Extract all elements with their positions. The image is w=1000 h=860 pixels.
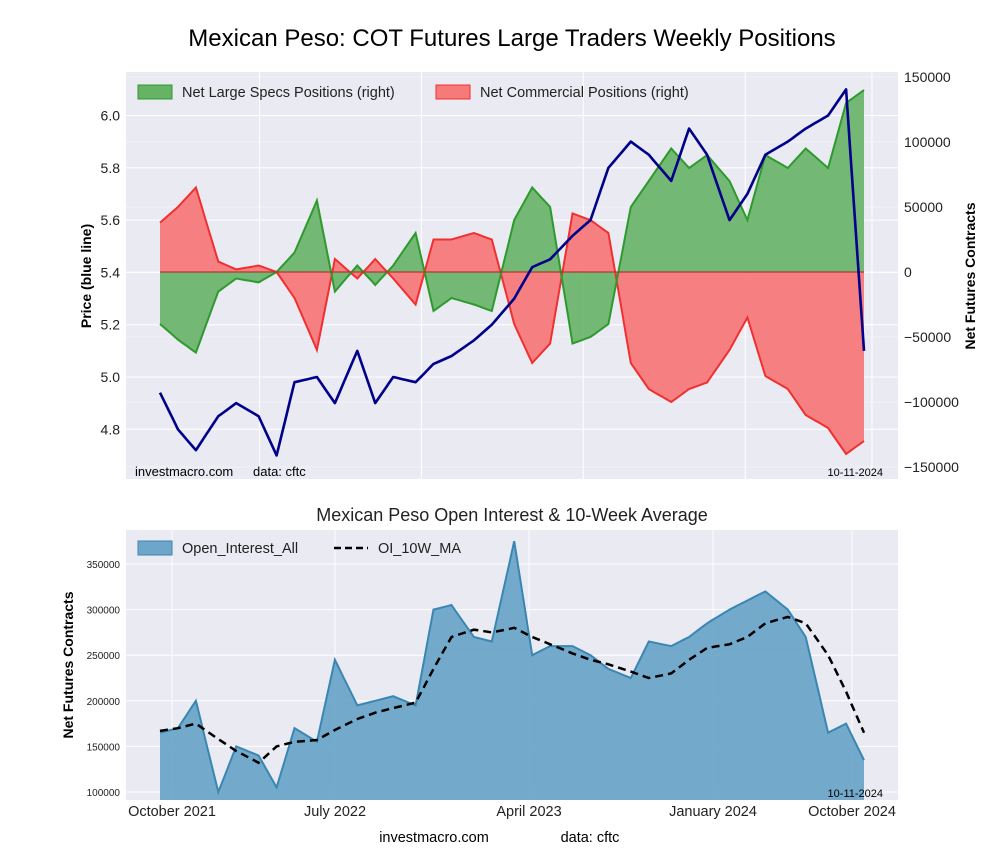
- top-date-note: 10-11-2024: [828, 467, 883, 479]
- right-tick-label: −100000: [904, 394, 959, 410]
- x-tick-label: January 2024: [669, 804, 757, 820]
- bottom-legend: Open_Interest_All OI_10W_MA: [137, 540, 461, 557]
- moving-average-group: [159, 615, 866, 765]
- bottom-tick-label: 200000: [87, 697, 121, 708]
- specs-area: [160, 90, 864, 353]
- positions-panel: 4.8 5.0 5.2 5.4 5.6 5.8 6.0 −150000 −100000 −500…: [78, 69, 978, 479]
- bottom-axis-ticks: 100000 150000 200000 250000 300000 350000: [87, 560, 121, 799]
- right-axis-ticks: −150000 −100000 −50000 0 50000 100000 150000: [904, 69, 959, 475]
- source-note: data: cftc: [253, 464, 306, 479]
- legend-swatch-commercial: [435, 84, 471, 100]
- right-tick-label: 50000: [904, 199, 943, 215]
- legend-label-open-interest: Open_Interest_All: [182, 541, 298, 557]
- moving-average-line: [159, 615, 866, 765]
- left-tick-label: 4.8: [101, 421, 121, 437]
- right-tick-label: −150000: [904, 459, 959, 475]
- bottom-title: Mexican Peso Open Interest & 10-Week Ave…: [316, 505, 708, 525]
- right-tick-label: −50000: [904, 329, 951, 345]
- legend-label-moving-average: OI_10W_MA: [378, 541, 461, 557]
- commercial-line: [159, 185, 865, 456]
- legend-label-commercial: Net Commercial Positions (right): [480, 85, 689, 101]
- x-tick-label: July 2022: [304, 804, 366, 820]
- x-tick-label: April 2023: [496, 804, 561, 820]
- right-tick-label: 100000: [904, 134, 951, 150]
- right-tick-label: 0: [904, 264, 912, 280]
- legend-label-specs: Net Large Specs Positions (right): [182, 85, 395, 101]
- open-interest-panel: Mexican Peso Open Interest & 10-Week Ave…: [60, 505, 898, 820]
- open-interest-area-group: [159, 540, 865, 800]
- specs-line: [159, 89, 865, 355]
- bottom-tick-label: 300000: [87, 606, 121, 617]
- open-interest-area: [160, 541, 864, 800]
- left-tick-label: 5.6: [101, 212, 121, 228]
- x-tick-label: October 2021: [128, 804, 216, 820]
- commercial-area: [160, 187, 864, 454]
- legend-swatch-open-interest: [137, 540, 173, 556]
- bottom-tick-label: 100000: [87, 788, 121, 799]
- top-areas: [159, 89, 865, 456]
- price-line-group: [158, 88, 866, 457]
- bottom-date-note: 10-11-2024: [828, 788, 883, 800]
- right-tick-label: 150000: [904, 69, 951, 85]
- bottom-x-ticks: October 2021 July 2022 April 2023 January 2…: [128, 804, 896, 820]
- left-tick-label: 5.0: [101, 369, 121, 385]
- left-tick-label: 5.8: [101, 160, 121, 176]
- left-axis-ticks: 4.8 5.0 5.2 5.4 5.6 5.8 6.0: [101, 108, 121, 438]
- bottom-axis-label: Net Futures Contracts: [60, 591, 76, 738]
- price-line: [158, 88, 866, 457]
- bottom-tick-label: 250000: [87, 651, 121, 662]
- bottom-tick-label: 150000: [87, 742, 121, 753]
- left-tick-label: 6.0: [101, 108, 121, 124]
- x-tick-label: October 2024: [808, 804, 896, 820]
- legend-swatch-specs: [137, 84, 173, 100]
- left-axis-label: Price (blue line): [78, 224, 94, 328]
- figure-title: Mexican Peso: COT Futures Large Traders …: [188, 25, 835, 52]
- open-interest-line: [159, 540, 865, 796]
- bottom-tick-label: 350000: [87, 560, 121, 571]
- top-legend: Net Large Specs Positions (right) Net Co…: [137, 84, 689, 101]
- footer-source: data: cftc: [561, 830, 620, 846]
- watermark: investmacro.com: [135, 464, 233, 479]
- left-tick-label: 5.4: [101, 264, 121, 280]
- left-tick-label: 5.2: [101, 317, 121, 333]
- footer-site: investmacro.com: [379, 830, 489, 846]
- right-axis-label: Net Futures Contracts: [962, 202, 978, 349]
